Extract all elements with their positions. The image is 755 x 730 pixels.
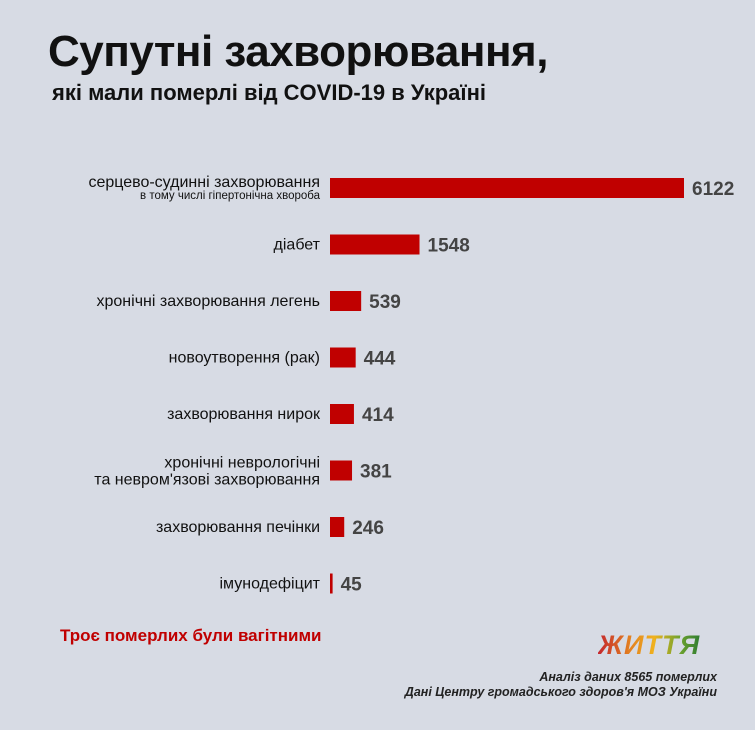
bar-4 — [330, 404, 354, 424]
bar-6 — [330, 517, 345, 537]
bar-0 — [330, 178, 684, 198]
category-label-3: новоутворення (рак) — [169, 350, 320, 367]
category-label-2: хронічні захворювання легень — [97, 293, 321, 310]
category-label-4: захворювання нирок — [167, 406, 321, 423]
source-credit: Аналіз даних 8565 померлих Дані Центру г… — [405, 670, 717, 700]
category-label-1: діабет — [274, 237, 321, 254]
chart-subtitle: які мали померлі від COVID-19 в Україні — [52, 80, 486, 105]
value-label-0: 6122 — [692, 179, 734, 200]
bar-5 — [330, 460, 353, 481]
category-note-0: в тому числі гіпертонічна хвороба — [140, 190, 321, 202]
source-line-analysis: Аналіз даних 8565 померлих — [539, 670, 717, 684]
category-label-6: захворювання печінки — [156, 519, 320, 536]
value-label-6: 246 — [352, 518, 384, 539]
value-label-2: 539 — [369, 292, 401, 313]
zhyttia-logo: ЖИТТЯ — [598, 630, 701, 660]
bar-7 — [330, 573, 333, 594]
value-label-7: 45 — [341, 575, 363, 596]
value-label-1: 1548 — [428, 236, 470, 257]
pregnancy-note: Троє померлих були вагітними — [60, 626, 322, 645]
category-label-7: імунодефіцит — [220, 576, 321, 593]
source-line-origin: Дані Центру громадського здоров'я МОЗ Ук… — [404, 685, 717, 699]
value-label-4: 414 — [362, 405, 394, 426]
value-label-5: 381 — [360, 462, 392, 483]
bar-3 — [330, 347, 356, 368]
bar-1 — [330, 234, 420, 255]
chart-title: Супутні захворювання, — [48, 27, 548, 76]
bar-2 — [330, 291, 362, 311]
category-label-5: хронічні неврологічні та невром'язові зах… — [94, 455, 320, 489]
category-label-0: серцево-судинні захворювання — [88, 174, 320, 191]
value-label-3: 444 — [364, 349, 396, 370]
